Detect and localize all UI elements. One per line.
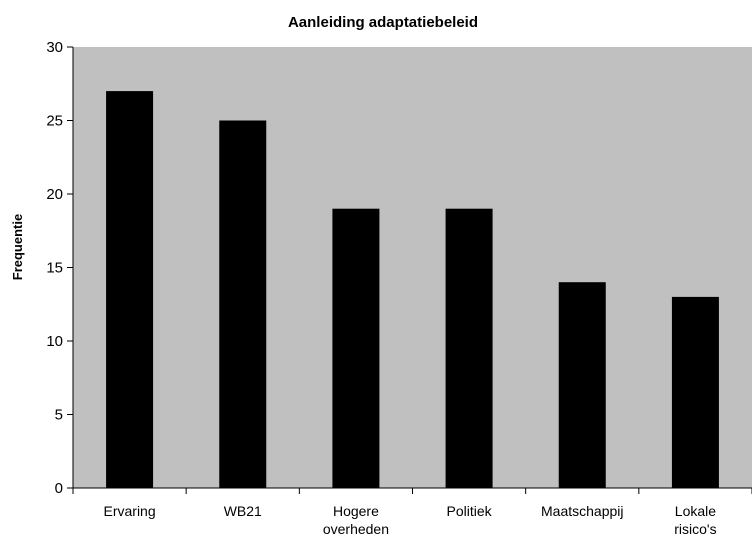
x-category-label: Maatschappij xyxy=(541,503,624,519)
x-category-label: WB21 xyxy=(224,503,262,519)
x-category-label: Ervaring xyxy=(104,503,156,519)
bar-hogere-overheden xyxy=(332,208,380,488)
chart-title: Aanleiding adaptatiebeleid xyxy=(288,14,478,31)
y-tick-label: 5 xyxy=(55,407,63,424)
y-tick-label: 30 xyxy=(46,39,63,56)
y-tick-label: 25 xyxy=(46,113,63,130)
bar-ervaring xyxy=(106,91,154,488)
bar-wb21 xyxy=(219,120,267,488)
y-tick-label: 0 xyxy=(55,480,63,497)
x-ticks-group: Ervaring WB21 Hogere overheden Politiek Maats… xyxy=(72,488,752,537)
bar-lokale-risicos xyxy=(671,296,719,488)
y-tick-label: 15 xyxy=(46,260,63,277)
bars-group xyxy=(106,91,719,488)
bar-politiek xyxy=(445,208,493,488)
y-tick-label: 20 xyxy=(46,186,63,203)
x-category-label: Politiek xyxy=(447,503,493,519)
bar-maatschappij xyxy=(558,282,606,488)
x-category-label: Lokale risico's xyxy=(674,503,716,537)
plot-area xyxy=(73,47,752,488)
y-axis-label: Frequentie xyxy=(10,214,25,280)
y-tick-label: 10 xyxy=(46,333,63,350)
y-ticks-group: 0 5 10 15 20 25 30 xyxy=(46,39,73,497)
x-category-label: Hogere overheden xyxy=(323,503,389,537)
